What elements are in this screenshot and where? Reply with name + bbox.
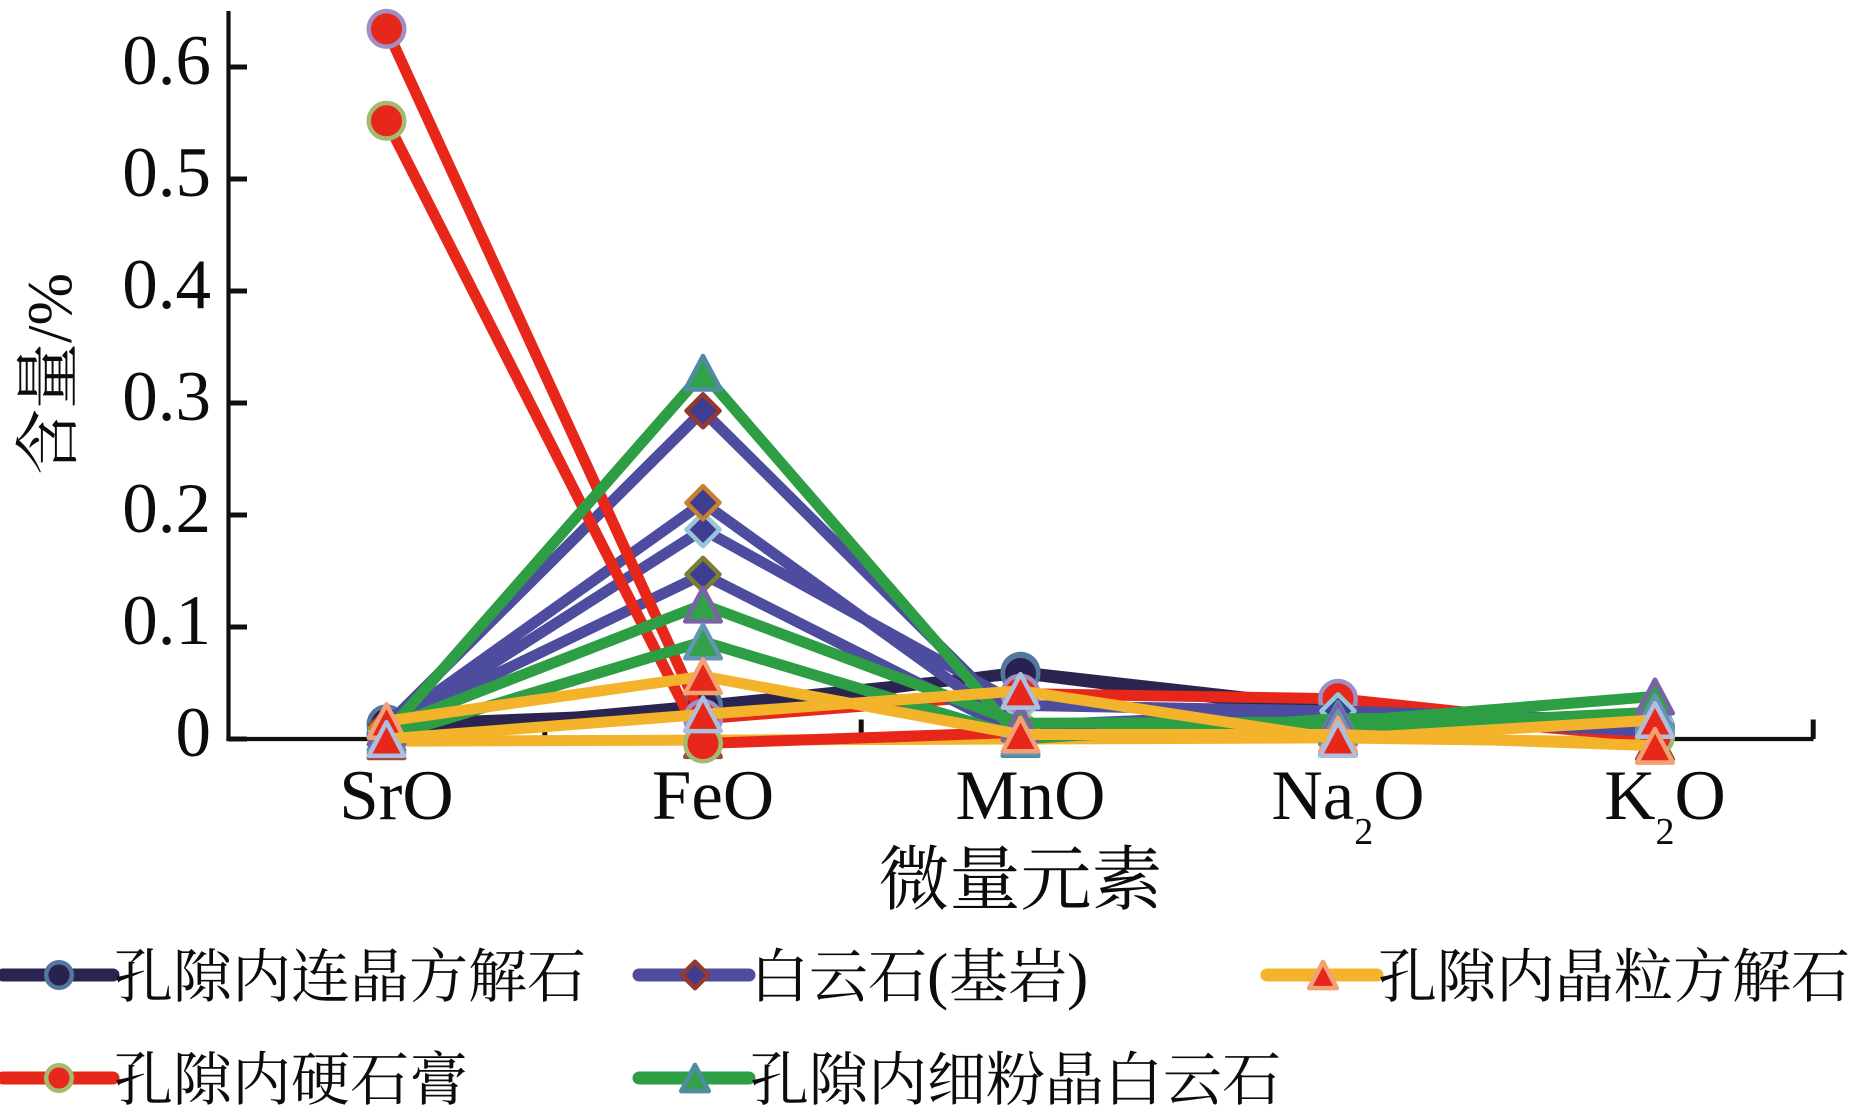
svg-text:MnO: MnO xyxy=(956,757,1106,835)
svg-text:/%: /% xyxy=(15,273,85,343)
svg-text:(: ( xyxy=(927,940,948,1011)
svg-text:0.2: 0.2 xyxy=(122,470,211,548)
svg-text:FeO: FeO xyxy=(652,757,774,835)
svg-text:0.5: 0.5 xyxy=(122,134,211,212)
svg-text:0.6: 0.6 xyxy=(122,22,211,100)
svg-text:SrO: SrO xyxy=(339,757,453,835)
svg-text:0: 0 xyxy=(176,694,212,772)
svg-text:): ) xyxy=(1067,940,1088,1011)
svg-text:0.1: 0.1 xyxy=(122,582,211,660)
svg-text:0.3: 0.3 xyxy=(122,358,211,436)
svg-text:0.4: 0.4 xyxy=(122,246,211,324)
